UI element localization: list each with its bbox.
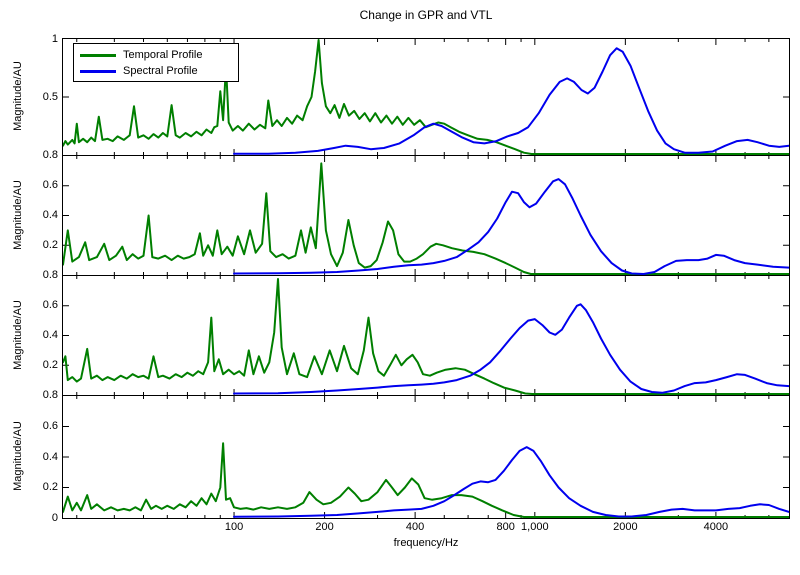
x-tick-label: 400 xyxy=(405,521,425,533)
y-tick-label: 1 xyxy=(51,32,58,45)
subplot-2-plot-area xyxy=(62,155,790,276)
y-tick-label: 0.2 xyxy=(42,358,58,371)
legend-item-spectral: Spectral Profile xyxy=(80,63,238,79)
temporal-profile-curve xyxy=(63,162,789,275)
legend-label: Temporal Profile xyxy=(123,49,203,61)
temporal-profile-curve xyxy=(63,39,789,155)
temporal-profile-curve xyxy=(63,442,789,518)
y-axis-label: Magnitude/AU xyxy=(12,61,24,131)
y-axis-label: Magnitude/AU xyxy=(12,299,24,370)
figure-title: Change in GPR and VTL xyxy=(359,8,493,22)
legend: Temporal Profile Spectral Profile xyxy=(73,43,239,82)
y-tick-label: 0.2 xyxy=(42,481,58,493)
subplot-4-plot-area xyxy=(62,395,790,519)
y-tick-label: 0.4 xyxy=(42,329,58,341)
y-tick-label: 0.5 xyxy=(42,90,58,103)
x-tick-label: 100 xyxy=(224,521,244,533)
y-tick-label: 0 xyxy=(51,511,58,524)
spectral-profile-curve xyxy=(233,303,789,395)
subplot-3-canvas xyxy=(63,276,789,395)
temporal-profile-curve xyxy=(63,278,789,395)
y-tick-label: 0.4 xyxy=(42,450,58,463)
spectral-profile-curve xyxy=(233,178,789,275)
spectral-profile-curve xyxy=(233,47,789,155)
y-tick-label: 0.6 xyxy=(42,299,58,312)
temporal-line-sample-icon xyxy=(80,53,116,57)
subplot-1-canvas xyxy=(63,39,789,155)
subplot-4-canvas xyxy=(63,396,789,518)
y-tick-label: 0.8 xyxy=(42,388,58,401)
x-axis-label: frequency/Hz xyxy=(393,537,459,549)
legend-item-temporal: Temporal Profile xyxy=(80,47,238,63)
x-tick-label: 800 xyxy=(496,521,515,533)
subplot-2-canvas xyxy=(63,156,789,275)
subplot-1-plot-area: Temporal Profile Spectral Profile xyxy=(62,38,790,156)
y-tick-label: 0.2 xyxy=(42,238,58,251)
x-tick-label: 1,000 xyxy=(521,521,549,533)
y-axis-label: Magnitude/AU xyxy=(12,421,24,491)
y-tick-label: 0.6 xyxy=(42,179,58,192)
x-tick-label: 200 xyxy=(315,521,334,533)
y-tick-label: 0.8 xyxy=(42,268,58,281)
subplot-3-plot-area xyxy=(62,275,790,396)
y-axis-label: Magnitude/AU xyxy=(12,179,24,250)
spectral-line-sample-icon xyxy=(80,69,116,73)
x-tick-label: 2000 xyxy=(613,521,638,533)
x-tick-label: 4000 xyxy=(703,521,729,533)
y-tick-label: 0.4 xyxy=(42,209,58,221)
y-tick-label: 0.8 xyxy=(42,148,58,161)
legend-label: Spectral Profile xyxy=(123,65,198,77)
spectral-profile-curve xyxy=(233,446,789,518)
y-tick-label: 0.6 xyxy=(42,420,58,432)
